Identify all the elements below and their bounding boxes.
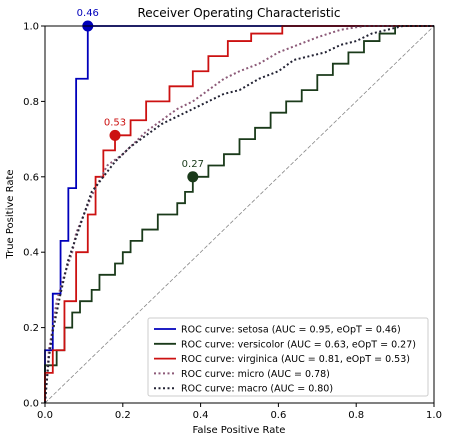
y-tick-label-4: 0.8 <box>23 97 39 108</box>
series-line-4 <box>44 25 434 404</box>
x-tick-label-1: 0.2 <box>115 410 131 421</box>
series-layer <box>44 25 434 404</box>
y-tick-label-1: 0.2 <box>23 323 39 334</box>
plot-frame <box>44 25 435 404</box>
annotation-label-0: 0.46 <box>77 8 99 19</box>
series-line-1 <box>44 25 434 403</box>
optimal-threshold-marker-1 <box>187 171 199 183</box>
optimal-threshold-marker-2 <box>109 129 121 141</box>
y-tick-label-0: 0.0 <box>23 399 39 410</box>
legend-label-2: ROC curve: virginica (AUC = 0.81, eOpT =… <box>181 354 410 365</box>
x-tick-label-3: 0.6 <box>270 410 286 421</box>
x-tick-label-2: 0.4 <box>193 410 209 421</box>
series-line-2 <box>44 25 434 403</box>
y-tick-label-5: 1.0 <box>23 22 39 33</box>
legend-box <box>147 317 429 397</box>
annotation-label-2: 0.53 <box>104 117 126 128</box>
annotation-label-1: 0.27 <box>182 159 204 170</box>
diagonal-reference-layer <box>44 25 435 404</box>
y-tick-label-2: 0.4 <box>23 248 39 259</box>
legend-items: ROC curve: setosa (AUC = 0.95, eOpT = 0.… <box>154 325 416 395</box>
chart-title: Receiver Operating Characteristic <box>137 6 340 20</box>
x-tick-label-0: 0.0 <box>37 410 53 421</box>
x-axis-label: False Positive Rate <box>193 425 286 436</box>
x-tick-label-5: 1.0 <box>426 410 442 421</box>
marker-layer: 0.46 0.27 0.53 <box>77 8 204 183</box>
y-axis-label: True Positive Rate <box>5 169 16 259</box>
legend-label-0: ROC curve: setosa (AUC = 0.95, eOpT = 0.… <box>181 325 401 336</box>
diagonal-reference-line <box>44 25 435 404</box>
legend-label-4: ROC curve: macro (AUC = 0.80) <box>181 384 333 395</box>
legend-label-1: ROC curve: versicolor (AUC = 0.63, eOpT … <box>181 339 416 350</box>
y-tick-label-3: 0.6 <box>23 172 39 183</box>
legend: ROC curve: setosa (AUC = 0.95, eOpT = 0.… <box>147 317 429 397</box>
legend-label-3: ROC curve: micro (AUC = 0.78) <box>181 369 330 380</box>
series-line-3 <box>44 25 434 404</box>
x-tick-label-4: 0.8 <box>348 410 364 421</box>
tick-layer: 0.0 0.2 0.4 0.6 0.8 1.0 0.0 0.2 0.4 0.6 0.8 1.0 <box>23 22 442 422</box>
